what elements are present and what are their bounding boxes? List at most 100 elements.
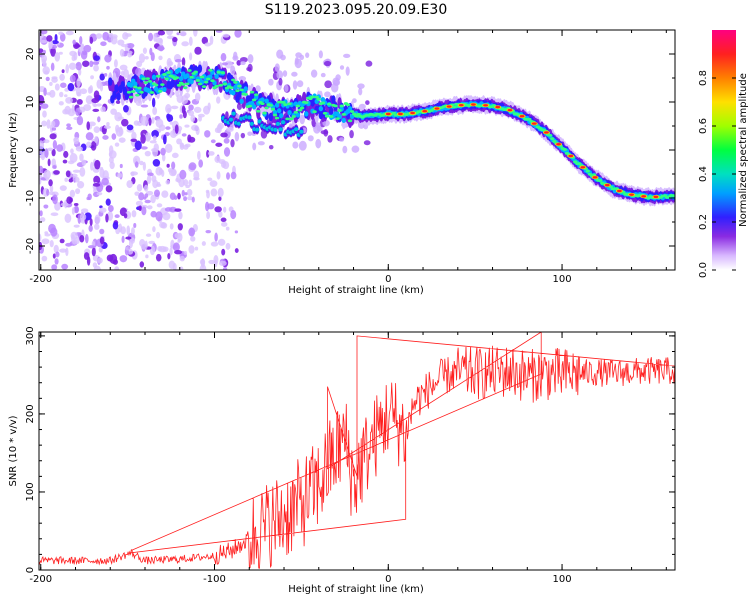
spectrogram-ridge-cell <box>268 112 274 122</box>
spectrogram-ridge-cell <box>243 93 248 96</box>
spectrogram-noise-blob <box>72 169 81 173</box>
spectrogram-noise-blob <box>96 103 102 107</box>
spectrogram-noise-blob <box>140 146 148 150</box>
colorbar-label: Normalized spectral amplitude <box>738 73 749 227</box>
spectrogram-ridge-cell <box>310 95 315 99</box>
spectrogram-noise-blob <box>152 179 159 189</box>
spectrogram-noise-blob <box>65 247 69 257</box>
spectrogram-noise-blob <box>39 140 45 150</box>
spectrogram-noise-blob <box>94 136 99 143</box>
spectrogram-noise-blob <box>160 147 166 156</box>
spectrogram-noise-blob <box>105 213 109 223</box>
spectrogram-ridge-cell <box>158 79 163 89</box>
spectrogram-ridge-cell <box>170 79 176 88</box>
spectrogram-noise-blob <box>222 161 230 170</box>
spectrogram-ridge-cell <box>128 82 134 88</box>
spectrogram-noise-blob <box>208 151 215 156</box>
spectrogram-noise-blob <box>49 89 56 98</box>
spectrogram-noise-blob <box>223 138 230 144</box>
spectrogram-noise-blob <box>54 33 58 43</box>
spectrogram-noise-blob <box>44 148 49 159</box>
spectrogram-noise-blob <box>193 30 198 37</box>
spectrogram-noise-blob <box>106 65 110 70</box>
spectrogram-noise-blob <box>54 258 59 265</box>
spectrogram-noise-blob <box>349 130 354 139</box>
spectrogram-noise-blob <box>167 61 174 66</box>
spectrogram-noise-blob <box>83 214 87 220</box>
spectrogram-noise-blob <box>159 221 167 229</box>
spectrogram-ridge-cell <box>147 79 153 83</box>
spectrogram-noise-blob <box>104 54 112 63</box>
spectrogram-noise-blob <box>206 211 211 220</box>
spectrogram-noise-blob <box>49 184 54 193</box>
spectrogram-hot-spot-core <box>471 103 476 106</box>
spectrogram-band-cell <box>299 129 304 134</box>
spectrogram-ridge-cell <box>264 106 269 110</box>
spectrogram-ridge-cell <box>162 86 167 93</box>
spectrogram-noise-blob <box>176 138 182 145</box>
spectrogram-noise-blob <box>234 30 242 38</box>
spectrogram-noise-blob <box>46 119 51 129</box>
spectrogram-ridge-cell <box>239 98 244 104</box>
spectrogram-noise-blob <box>216 96 221 104</box>
spectrogram-ridge-cell <box>291 115 296 118</box>
spectrogram-noise-blob <box>190 114 196 123</box>
spectrogram-noise-blob <box>94 223 100 230</box>
spectrogram-noise-blob <box>343 53 351 59</box>
spectrogram-noise-blob <box>210 139 216 144</box>
spectrogram-y-tick-label: -10 <box>25 190 36 206</box>
spectrogram-noise-blob <box>339 65 345 70</box>
snr-frame <box>38 331 676 571</box>
spectrogram-noise-blob <box>80 208 89 214</box>
spectrogram-noise-blob <box>174 124 179 134</box>
spectrogram-noise-blob <box>40 103 49 109</box>
spectrogram-noise-blob <box>155 253 162 262</box>
spectrogram-ridge-cell <box>189 79 194 85</box>
spectrogram-noise-blob <box>174 208 182 212</box>
spectrogram-noise-blob <box>278 77 283 86</box>
spectrogram-noise-blob <box>305 52 310 58</box>
spectrogram-noise-blob <box>94 159 101 170</box>
spectrogram-noise-blob <box>299 114 305 125</box>
spectrogram-noise-blob <box>53 244 59 254</box>
spectrogram-noise-blob <box>43 139 50 144</box>
spectrogram-noise-blob <box>210 188 218 197</box>
spectrogram-noise-blob <box>51 264 58 270</box>
spectrogram-noise-blob <box>92 61 100 65</box>
spectrogram-noise-blob <box>93 90 100 100</box>
spectrogram-x-tick-label: 0 <box>385 274 391 285</box>
spectrogram-noise-blob <box>149 140 157 144</box>
spectrogram-noise-blob <box>168 260 176 269</box>
spectrogram-ridge-cell <box>352 112 357 116</box>
spectrogram-ridge-cell <box>153 83 159 87</box>
spectrogram-noise-blob <box>142 161 146 171</box>
spectrogram-ridge-cell <box>272 109 278 116</box>
spectrogram-noise-blob <box>39 233 42 242</box>
spectrogram-noise-blob <box>135 67 142 77</box>
spectrogram-hot-spot-core <box>629 193 634 196</box>
spectrogram-noise-blob <box>84 212 92 221</box>
spectrogram-ridge-cell <box>214 73 219 79</box>
spectrogram-noise-blob <box>240 61 246 66</box>
spectrogram-noise-blob <box>184 192 188 196</box>
spectrogram-noise-blob <box>64 213 72 223</box>
spectrogram-noise-blob <box>167 107 172 112</box>
spectrogram-noise-blob <box>136 184 143 192</box>
spectrogram-noise-blob <box>187 134 192 143</box>
spectrogram-noise-blob <box>114 112 123 122</box>
spectrogram-noise-blob <box>43 169 51 180</box>
spectrogram-noise-blob <box>170 105 179 110</box>
spectrogram-noise-blob <box>318 50 323 59</box>
spectrogram-ridge-cell <box>550 137 555 141</box>
spectrogram-noise-blob <box>71 54 76 62</box>
spectrogram-noise-blob <box>320 130 329 135</box>
spectrogram-noise-blob <box>310 69 318 78</box>
spectrogram-noise-blob <box>179 266 184 270</box>
spectrogram-noise-blob <box>51 148 56 157</box>
spectrogram-ridge-cell <box>231 78 236 82</box>
spectrogram-noise-blob <box>89 60 94 68</box>
spectrogram-noise-blob <box>41 238 50 245</box>
spectrogram-noise-blob <box>169 223 174 230</box>
spectrogram-noise-blob <box>51 76 58 80</box>
snr-panel: -200 -100 0 100 0 100 200 300 Height of straigh… <box>8 326 676 595</box>
